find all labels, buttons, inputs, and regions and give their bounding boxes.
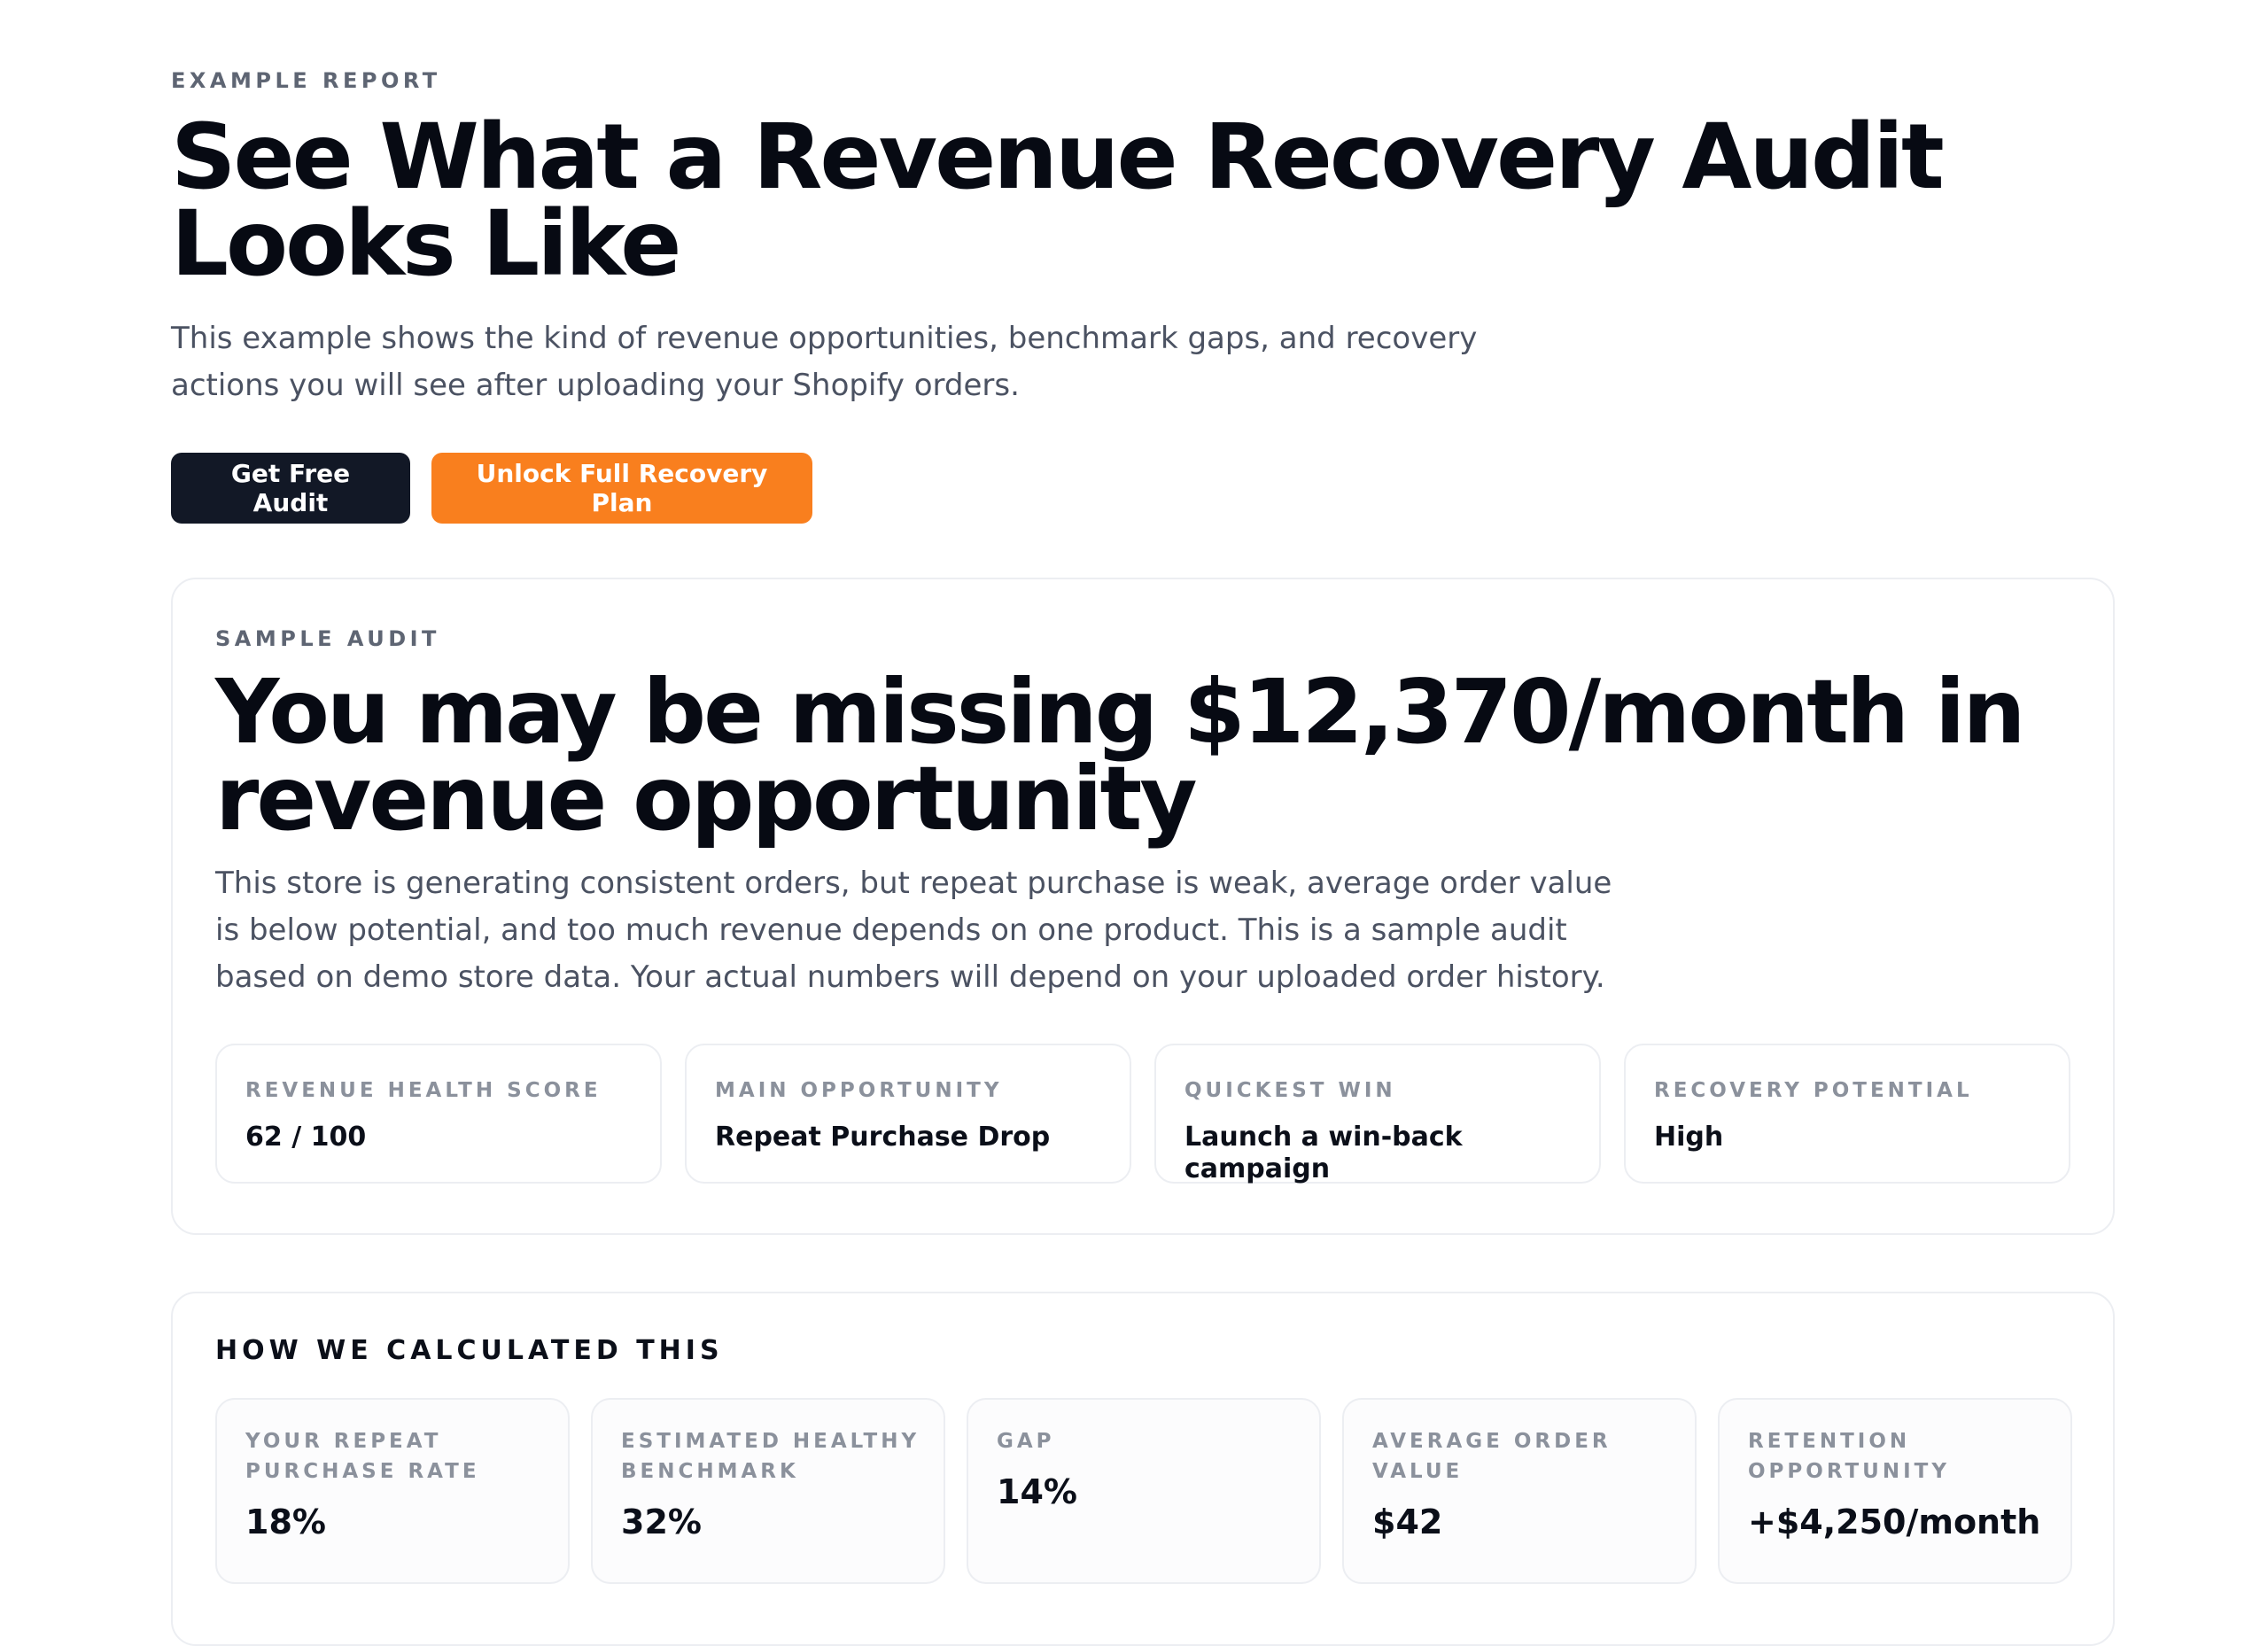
calc-label: AVERAGE ORDER VALUE: [1372, 1430, 1612, 1483]
metric-label: REVENUE HEALTH SCORE: [245, 1079, 602, 1102]
get-free-audit-button[interactable]: Get Free Audit: [171, 453, 410, 524]
calc-card-gap: GAP 14%: [967, 1398, 1321, 1584]
audit-metrics: REVENUE HEALTH SCORE 62 / 100 MAIN OPPOR…: [215, 1044, 2070, 1184]
audit-description: This store is generating consistent orde…: [215, 866, 1612, 995]
calc-label: ESTIMATED HEALTHY BENCHMARK: [621, 1430, 920, 1483]
metric-value: 62 / 100: [245, 1122, 367, 1153]
calculation-card: HOW WE CALCULATED THIS YOUR REPEAT PURCH…: [171, 1292, 2115, 1646]
metric-value: Repeat Purchase Drop: [715, 1122, 1051, 1153]
calc-value: 18%: [245, 1502, 326, 1541]
page: EXAMPLE REPORT See What a Revenue Recove…: [171, 68, 2268, 1646]
calc-card-average-order-value: AVERAGE ORDER VALUE $42: [1342, 1398, 1697, 1584]
calc-value: 32%: [621, 1502, 702, 1541]
calc-card-healthy-benchmark: ESTIMATED HEALTHY BENCHMARK 32%: [591, 1398, 945, 1584]
metric-card-revenue-health-score: REVENUE HEALTH SCORE 62 / 100: [215, 1044, 662, 1184]
report-eyebrow: EXAMPLE REPORT: [171, 68, 441, 93]
calc-card-retention-opportunity: RETENTION OPPORTUNITY +$4,250/month: [1718, 1398, 2072, 1584]
unlock-full-recovery-plan-button[interactable]: Unlock Full Recovery Plan: [431, 453, 812, 524]
audit-headline: You may be missing $12,370/month in reve…: [215, 660, 2026, 850]
calc-value: $42: [1372, 1502, 1443, 1541]
calc-label: GAP: [997, 1430, 1055, 1453]
cta-group: Get Free Audit Unlock Full Recovery Plan: [171, 453, 2268, 524]
page-subtitle: This example shows the kind of revenue o…: [171, 321, 1478, 403]
metric-card-main-opportunity: MAIN OPPORTUNITY Repeat Purchase Drop: [685, 1044, 1131, 1184]
metric-card-quickest-win: QUICKEST WIN Launch a win-back campaign: [1154, 1044, 1601, 1184]
calc-card-repeat-purchase-rate: YOUR REPEAT PURCHASE RATE 18%: [215, 1398, 570, 1584]
calc-value: +$4,250/month: [1748, 1502, 2041, 1541]
metric-label: MAIN OPPORTUNITY: [715, 1079, 1003, 1102]
calc-value: 14%: [997, 1472, 1077, 1511]
page-title: See What a Revenue Recovery Audit Looks …: [171, 105, 1945, 297]
metric-value: Launch a win-back campaign: [1184, 1122, 1463, 1184]
metric-card-recovery-potential: RECOVERY POTENTIAL High: [1624, 1044, 2070, 1184]
metric-value: High: [1654, 1122, 1724, 1153]
calc-label: YOUR REPEAT PURCHASE RATE: [245, 1430, 480, 1483]
metric-label: RECOVERY POTENTIAL: [1654, 1079, 1973, 1102]
calc-label: RETENTION OPPORTUNITY: [1748, 1430, 1951, 1483]
calculation-title: HOW WE CALCULATED THIS: [215, 1335, 724, 1366]
sample-audit-card: SAMPLE AUDIT You may be missing $12,370/…: [171, 578, 2115, 1235]
sample-audit-eyebrow: SAMPLE AUDIT: [215, 626, 440, 651]
metric-label: QUICKEST WIN: [1184, 1079, 1396, 1102]
calculation-metrics: YOUR REPEAT PURCHASE RATE 18% ESTIMATED …: [215, 1398, 2072, 1584]
